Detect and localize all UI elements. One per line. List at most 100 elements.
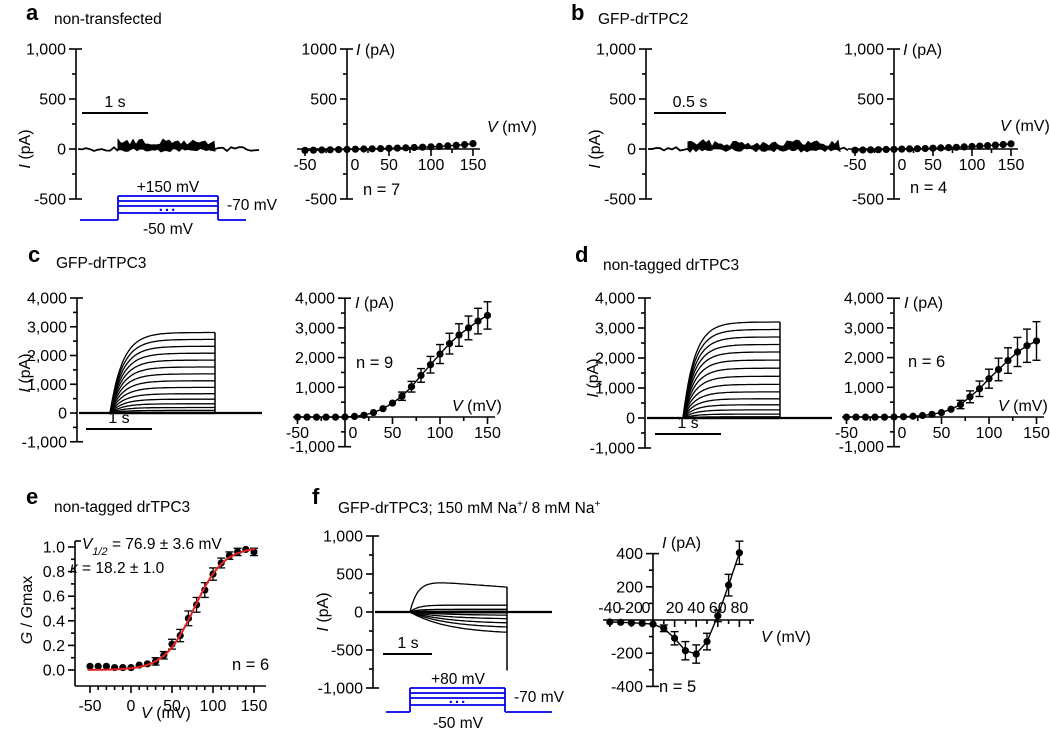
svg-text:0.4: 0.4 (43, 613, 65, 630)
svg-text:-500: -500 (852, 192, 884, 209)
svg-text:3,000: 3,000 (844, 320, 884, 337)
svg-text:I (pA): I (pA) (355, 295, 394, 312)
svg-text:80: 80 (731, 600, 749, 617)
svg-text:-70 mV: -70 mV (227, 197, 278, 214)
svg-text:1000: 1000 (301, 42, 337, 59)
svg-text:0: 0 (642, 600, 651, 617)
svg-text:-500: -500 (331, 643, 363, 660)
svg-text:-500: -500 (34, 192, 66, 209)
n-label: n = 9 (356, 354, 393, 372)
svg-text:1,000: 1,000 (323, 529, 363, 546)
data-series (606, 540, 744, 664)
svg-text:500: 500 (39, 92, 66, 109)
svg-text:-20: -20 (620, 600, 643, 617)
svg-text:1.0: 1.0 (43, 540, 65, 557)
protocol-labels: +150 mV -70 mV -50 mV (137, 179, 278, 238)
svg-text:1 s: 1 s (104, 94, 125, 111)
svg-text:100: 100 (418, 157, 445, 174)
svg-text:3,000: 3,000 (295, 320, 335, 337)
svg-text:1,000: 1,000 (844, 42, 884, 59)
protocol-dots: ... (159, 198, 178, 215)
n-label: n = 6 (908, 353, 945, 371)
svg-text:50: 50 (163, 698, 181, 715)
svg-text:I (pA): I (pA) (662, 535, 701, 552)
n-label: n = 5 (659, 678, 696, 696)
svg-text:V (mV): V (mV) (998, 398, 1048, 415)
chart-b-iv-curve: 1,000 500 -500 -50 0 50 100 150 I (pA) V (mV) n = … (808, 28, 1050, 240)
svg-text:n = 5: n = 5 (659, 678, 696, 696)
fit-annotations: V1/2 = 76.9 ± 3.6 mV κ = 18.2 ± 1.0 n = 6 (70, 536, 269, 674)
y-axis: 1,000 500 0 -500 -1,000 I (pA) (315, 529, 379, 698)
svg-text:1 s: 1 s (677, 415, 698, 432)
svg-text:-50: -50 (78, 698, 101, 715)
svg-text:n = 9: n = 9 (356, 354, 393, 372)
svg-text:I (pA): I (pA) (585, 358, 602, 397)
a_traces-svg: 1,000 500 0 -500 I (pA) 1 s (17, 42, 260, 209)
d_traces-svg: 4,000 3,000 2,000 1,000 0 -1,000 I (pA) 1 s (585, 291, 832, 458)
chart-e-gv-curve: 1.0 0.8 0.6 0.4 0.2 0.0 -50 0 50 100 150 G / Gmax V … (14, 515, 316, 731)
axes: 4,000 3,000 2,000 1,000 -1,000-50 0 50 100 150 I … (286, 291, 502, 457)
svg-text:-1,000: -1,000 (839, 439, 884, 456)
svg-text:0.6: 0.6 (43, 589, 65, 606)
svg-text:0.0: 0.0 (43, 663, 65, 680)
svg-text:V (mV): V (mV) (761, 629, 811, 646)
protocol-waveform: ... (386, 687, 552, 713)
svg-text:-400: -400 (611, 679, 643, 696)
svg-text:4,000: 4,000 (27, 291, 67, 308)
n-label: n = 4 (910, 179, 947, 197)
c_iv-svg: 4,000 3,000 2,000 1,000 -1,000-50 0 50 100 150 I … (286, 291, 502, 457)
svg-text:4,000: 4,000 (844, 291, 884, 308)
voltage-protocol-f: ... +80 mV -70 mV -50 mV (368, 660, 603, 731)
svg-text:-1,000: -1,000 (590, 441, 635, 458)
svg-text:-1,000: -1,000 (22, 434, 67, 451)
time-scalebar: 1 s (86, 410, 152, 430)
panel-letter-b: b (571, 0, 585, 25)
panel-letter-c: c (28, 242, 41, 267)
svg-text:-1,000: -1,000 (318, 681, 363, 698)
y-axis: 1,000 500 0 -500 I (pA) (17, 42, 82, 209)
svg-text:500: 500 (609, 92, 636, 109)
chart-b-current-traces: 1,000 500 0 -500 I (pA) 0.5 s (582, 28, 854, 240)
svg-text:0: 0 (898, 425, 907, 442)
boltzmann-fit-curve (87, 548, 255, 671)
svg-text:150: 150 (1023, 425, 1050, 442)
e_gv-svg: 1.0 0.8 0.6 0.4 0.2 0.0 -50 0 50 100 150 G / Gmax V … (19, 536, 269, 722)
protocol-waveform: ... (80, 195, 246, 221)
svg-text:1 s: 1 s (397, 635, 418, 652)
svg-text:1 s: 1 s (108, 410, 129, 427)
svg-text:-500: -500 (305, 192, 337, 209)
panel-title-a: non-transfected (54, 11, 162, 28)
svg-text:4,000: 4,000 (295, 291, 335, 308)
chart-d-current-traces: 4,000 3,000 2,000 1,000 0 -1,000 I (pA) 1 s (580, 268, 838, 480)
svg-text:1,000: 1,000 (27, 377, 67, 394)
chart-f-iv-curve: 400 200 -200 -400 -40 -20 0 20 40 60 80 I (pA) V (mV… (575, 518, 945, 731)
svg-text:50: 50 (924, 157, 942, 174)
svg-text:500: 500 (310, 92, 337, 109)
chart-c-current-traces: 4,000 3,000 2,000 1,000 0 -1,000 I (pA) 1 s (14, 268, 268, 476)
svg-text:0.8: 0.8 (43, 564, 65, 581)
svg-text:V1/2 = 76.9 ± 3.6 mV: V1/2 = 76.9 ± 3.6 mV (82, 536, 222, 558)
c_traces-svg: 4,000 3,000 2,000 1,000 0 -1,000 I (pA) 1 s (17, 291, 262, 451)
svg-text:κ = 18.2 ± 1.0: κ = 18.2 ± 1.0 (70, 560, 165, 577)
panel-letter-f: f (312, 484, 320, 509)
svg-text:150: 150 (474, 425, 501, 442)
svg-text:0: 0 (57, 142, 66, 159)
svg-text:V (mV): V (mV) (1000, 118, 1050, 135)
svg-text:n = 7: n = 7 (363, 181, 400, 199)
b_traces-svg: 1,000 500 0 -500 I (pA) 0.5 s (587, 42, 849, 209)
chart-d-iv-curve: 4,000 3,000 2,000 1,000 -1,000 -50 0 50 100 150 I … (810, 268, 1050, 482)
current-traces (647, 139, 849, 153)
time-scalebar: 1 s (82, 94, 148, 114)
svg-text:0: 0 (349, 425, 358, 442)
svg-text:I (pA): I (pA) (903, 42, 942, 59)
data-series (301, 140, 477, 154)
svg-text:100: 100 (427, 425, 454, 442)
data-series (293, 301, 492, 421)
chart-c-iv-curve: 4,000 3,000 2,000 1,000 -1,000 -50 0 50 100 150 I … (266, 268, 552, 482)
svg-text:500: 500 (336, 567, 363, 584)
chart-a-iv-curve: 1000 500 -500 -50 0 50 100 150 I (pA) V (mV) n = 7 (262, 28, 554, 240)
